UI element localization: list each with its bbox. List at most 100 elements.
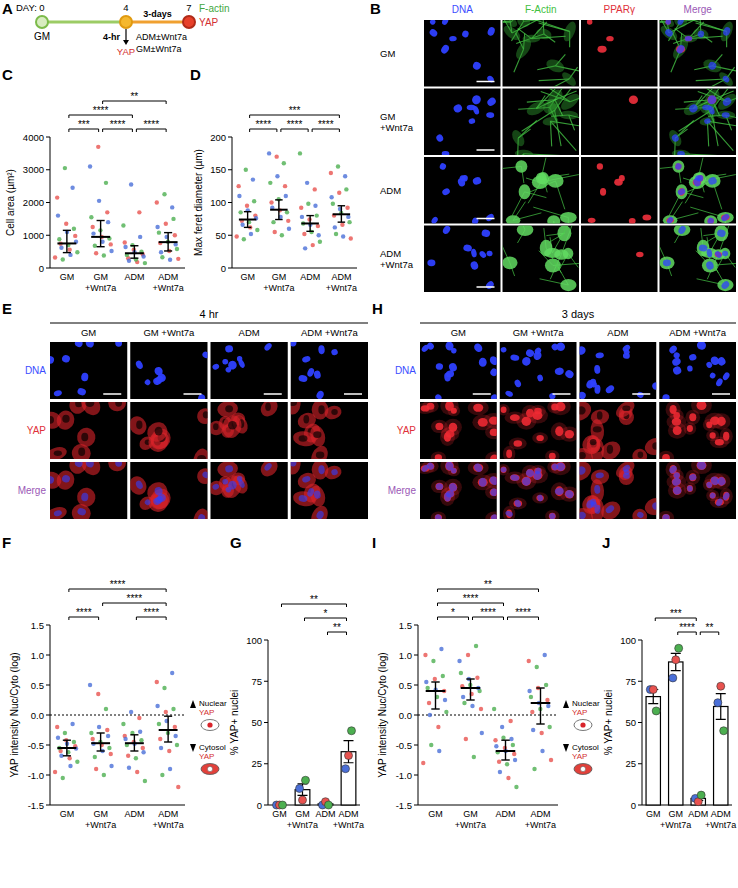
nucleus <box>510 474 520 481</box>
nucleus <box>50 475 55 484</box>
nucleus <box>449 36 457 41</box>
data-point <box>480 731 484 735</box>
y-tick <box>46 685 50 686</box>
data-point <box>479 707 483 711</box>
nucleus <box>490 513 497 519</box>
scale-bar <box>103 393 121 395</box>
plot-area <box>273 727 356 809</box>
text-line: ADM <box>711 809 731 819</box>
yap-signal <box>500 404 510 416</box>
column-header: ADM <box>239 327 260 338</box>
yap-signal <box>130 413 149 437</box>
nucleus <box>470 260 480 270</box>
cell-body <box>717 70 735 87</box>
data-point <box>155 704 159 708</box>
y-tick-label: 25 <box>251 758 262 769</box>
x-tick-label: GM <box>60 272 75 282</box>
iqr-cap <box>164 716 172 717</box>
cell-body <box>672 160 684 172</box>
yap-signal <box>662 514 670 519</box>
nucleus <box>720 212 731 222</box>
text-line: +Wnt7a <box>326 283 357 293</box>
scale-bar <box>632 393 650 395</box>
y-tick <box>414 805 418 806</box>
nucleus <box>580 345 588 356</box>
y-tick-label: 25 <box>625 758 636 769</box>
data-point <box>539 731 543 735</box>
data-point <box>155 200 159 204</box>
yap-signal <box>715 439 724 445</box>
nucleus <box>623 473 630 479</box>
yap-signal <box>108 402 127 412</box>
panel-title: 4 hr <box>200 308 219 320</box>
nucleus <box>201 470 207 479</box>
nucleus <box>472 462 484 474</box>
yap-signal <box>503 506 515 519</box>
yap-signal <box>536 495 544 501</box>
micrograph <box>660 226 737 293</box>
median-line <box>301 222 319 224</box>
row-label: Merge <box>388 485 417 496</box>
ppar-signal <box>629 95 638 104</box>
data-point <box>170 205 174 209</box>
title-rule <box>420 323 736 324</box>
nucleus <box>676 20 685 26</box>
data-point <box>298 151 302 155</box>
nucleus-shadow <box>638 452 644 459</box>
nucleus <box>53 389 62 397</box>
cell-body <box>515 160 527 172</box>
nucleus <box>636 391 644 399</box>
yap-signal <box>144 478 172 505</box>
significance-label: * <box>451 607 455 618</box>
replicate-point <box>649 686 657 694</box>
data-point <box>284 194 288 198</box>
data-point <box>90 225 94 229</box>
nucleus <box>135 360 144 371</box>
iqr-bar <box>470 679 471 700</box>
yap-signal <box>668 422 687 438</box>
micrograph-content <box>211 462 282 500</box>
yap-signal <box>642 435 656 458</box>
nucleus <box>533 350 543 361</box>
data-point <box>333 225 337 229</box>
text-line: ADM <box>496 809 516 819</box>
nucleus-shadow <box>115 402 122 407</box>
cell-body <box>547 215 560 223</box>
iqr-cap <box>244 227 252 228</box>
data-point <box>137 210 141 214</box>
nucleus <box>298 494 308 502</box>
nucleus <box>81 372 89 381</box>
micrograph-content <box>503 158 579 224</box>
text-line: Nuclear <box>199 699 227 708</box>
panel-title: 3 days <box>562 308 595 320</box>
data-point <box>68 764 72 768</box>
data-point <box>498 770 502 774</box>
panel-letter: I <box>372 534 376 551</box>
data-point <box>73 234 77 238</box>
yap-signal <box>687 425 693 432</box>
data-point <box>443 698 447 702</box>
nucleus <box>722 371 731 381</box>
nucleus <box>687 365 693 372</box>
data-point <box>127 766 131 770</box>
data-point <box>109 764 113 768</box>
iqr-cap <box>466 699 474 700</box>
micrograph-content <box>500 462 577 519</box>
nucleus-shadow <box>580 452 586 459</box>
nucleus <box>444 372 451 382</box>
y-axis-label: % YAP+ nuclei <box>229 690 240 756</box>
panel-letter: G <box>230 534 242 551</box>
micrograph <box>500 342 577 399</box>
nucleus <box>604 504 615 515</box>
micrograph-content <box>291 462 343 519</box>
iqr-cap <box>244 211 252 212</box>
cell-body <box>714 226 728 242</box>
cell-body <box>676 184 688 199</box>
bar <box>646 697 660 805</box>
nucleus-shadow <box>622 405 630 411</box>
y-tick-label: 50 <box>625 717 636 728</box>
nucleus <box>594 365 601 374</box>
iqr-cap <box>275 199 283 200</box>
y-tick <box>46 137 50 138</box>
nucleus <box>696 342 708 351</box>
